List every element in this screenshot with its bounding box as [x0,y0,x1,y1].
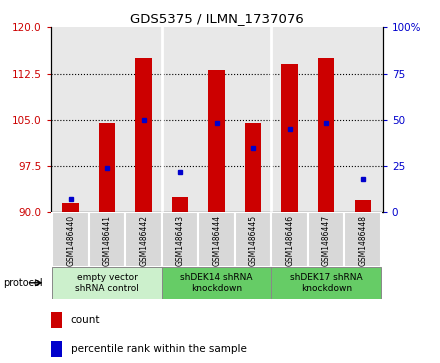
Text: protocol: protocol [4,278,43,288]
Text: GSM1486442: GSM1486442 [139,215,148,266]
FancyBboxPatch shape [52,212,89,267]
Text: count: count [70,315,100,325]
FancyBboxPatch shape [308,212,345,267]
Text: GSM1486445: GSM1486445 [249,215,258,266]
Bar [282,64,298,212]
Bar [162,267,271,299]
Text: empty vector
shRNA control: empty vector shRNA control [75,273,139,293]
Bar [172,197,188,212]
Bar [52,267,162,299]
Text: GSM1486441: GSM1486441 [103,215,112,266]
Title: GDS5375 / ILMN_1737076: GDS5375 / ILMN_1737076 [130,12,304,25]
Bar [271,267,381,299]
Bar [209,70,225,212]
Bar [245,123,261,212]
Bar [51,341,62,357]
FancyBboxPatch shape [162,212,198,267]
Bar [355,200,371,212]
Text: shDEK14 shRNA
knockdown: shDEK14 shRNA knockdown [180,273,253,293]
Bar [51,312,62,328]
FancyBboxPatch shape [271,212,308,267]
Text: GSM1486448: GSM1486448 [358,215,367,266]
Text: GSM1486443: GSM1486443 [176,215,185,266]
Bar [99,123,115,212]
Text: percentile rank within the sample: percentile rank within the sample [70,344,246,354]
Bar [318,58,334,212]
Text: GSM1486444: GSM1486444 [212,215,221,266]
Text: shDEK17 shRNA
knockdown: shDEK17 shRNA knockdown [290,273,363,293]
Text: GSM1486446: GSM1486446 [285,215,294,266]
Bar [62,203,79,212]
Text: GSM1486447: GSM1486447 [322,215,331,266]
FancyBboxPatch shape [198,212,235,267]
Bar [136,58,152,212]
Text: GSM1486440: GSM1486440 [66,215,75,266]
FancyBboxPatch shape [125,212,162,267]
FancyBboxPatch shape [235,212,271,267]
FancyBboxPatch shape [89,212,125,267]
FancyBboxPatch shape [345,212,381,267]
